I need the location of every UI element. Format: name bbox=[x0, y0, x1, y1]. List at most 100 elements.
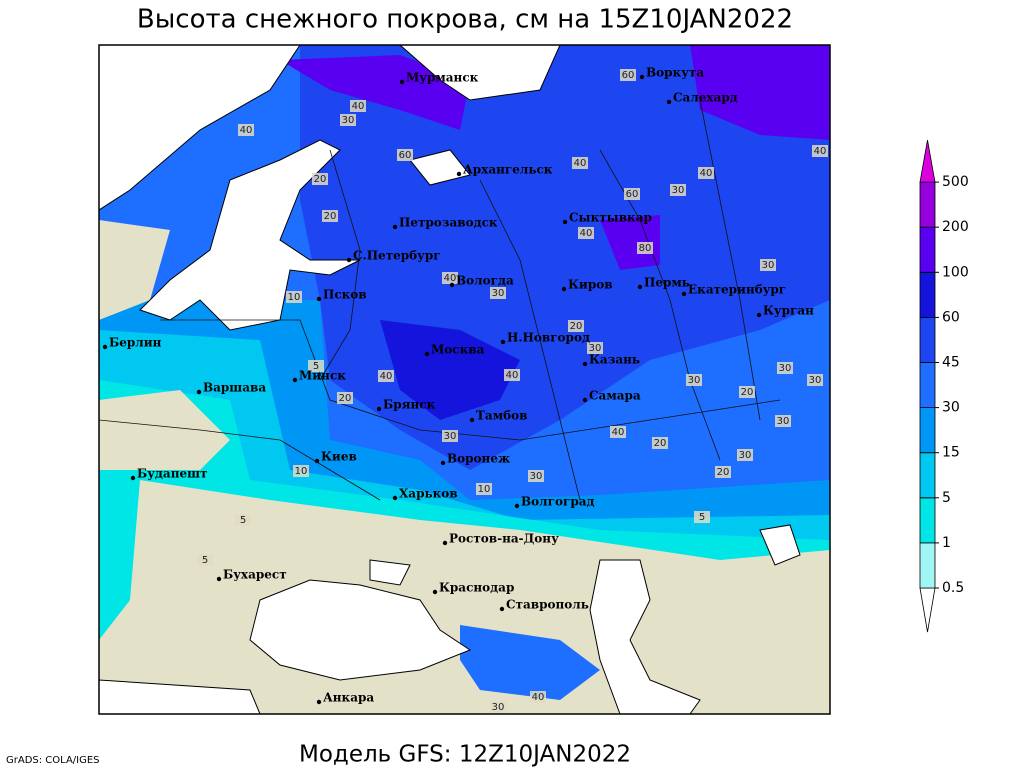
city-dot bbox=[637, 284, 643, 290]
contour-label-box bbox=[528, 470, 544, 482]
colorbar-segment bbox=[919, 587, 936, 633]
colorbar-label: 30 bbox=[942, 400, 960, 416]
snow-zone bbox=[600, 215, 660, 270]
city-label: Киев bbox=[321, 450, 357, 464]
city-dot bbox=[756, 312, 762, 318]
colorbar-segment bbox=[919, 140, 936, 183]
contour-label: 10 bbox=[478, 484, 491, 495]
border bbox=[99, 419, 381, 501]
colorbar-segment bbox=[919, 542, 936, 589]
sea bbox=[369, 559, 411, 586]
city-dot bbox=[432, 589, 438, 595]
colorbar-label: 45 bbox=[942, 355, 960, 371]
city-dot bbox=[499, 606, 505, 612]
city-dot bbox=[392, 224, 398, 230]
city-label: Псков bbox=[323, 288, 367, 302]
city-label: Н.Новгород bbox=[507, 331, 590, 345]
city-dot bbox=[440, 460, 446, 466]
contour-label-box bbox=[777, 362, 793, 374]
city-label: Пермь bbox=[644, 276, 690, 290]
city-dot bbox=[561, 286, 567, 292]
city-label: Петрозаводск bbox=[399, 216, 498, 230]
contour-label: 30 bbox=[779, 363, 792, 374]
contour-label: 40 bbox=[380, 371, 393, 382]
credit: GrADS: COLA/IGES bbox=[6, 755, 100, 766]
contour-label-box bbox=[197, 554, 213, 566]
city-dot bbox=[392, 495, 398, 501]
city-dot bbox=[316, 699, 322, 705]
contour-label: 40 bbox=[580, 228, 593, 239]
contour-label-box bbox=[578, 227, 594, 239]
sea bbox=[99, 679, 261, 714]
contour-label-box bbox=[587, 342, 603, 354]
city-dot bbox=[314, 458, 320, 464]
colorbar-segment bbox=[919, 497, 936, 544]
city-label: Екатеринбург bbox=[688, 283, 786, 297]
city-dot bbox=[582, 361, 588, 367]
city-label: Тамбов bbox=[476, 409, 527, 423]
city-dot bbox=[130, 475, 136, 481]
city-dot bbox=[399, 79, 405, 85]
city-label: Мурманск bbox=[406, 71, 479, 85]
city-label: Анкара bbox=[323, 691, 374, 705]
contour-label: 30 bbox=[739, 450, 752, 461]
city-dot bbox=[449, 282, 455, 288]
contour-label-box bbox=[637, 242, 653, 254]
city-dot bbox=[582, 397, 588, 403]
city-label: Будапешт bbox=[137, 467, 207, 481]
contour-label-box bbox=[610, 426, 626, 438]
border bbox=[479, 179, 581, 501]
contour-label-box bbox=[568, 320, 584, 332]
contour-label: 40 bbox=[506, 370, 519, 381]
contour-label-box bbox=[620, 69, 636, 81]
title: Высота снежного покрова, см на 15Z10JAN2… bbox=[137, 5, 793, 35]
city-label: Москва bbox=[431, 343, 485, 357]
contour-label-box bbox=[322, 210, 338, 222]
contour-label: 30 bbox=[777, 416, 790, 427]
contour-label-box bbox=[624, 188, 640, 200]
contour-label: 40 bbox=[612, 427, 625, 438]
city-label: Краснодар bbox=[439, 581, 514, 595]
contour-label: 20 bbox=[741, 387, 754, 398]
contour-label: 30 bbox=[492, 702, 505, 713]
contour-label: 5 bbox=[699, 512, 705, 523]
contour-label-box bbox=[378, 370, 394, 382]
contour-label-box bbox=[686, 374, 702, 386]
city-dot bbox=[376, 406, 382, 412]
contour-label-box bbox=[670, 184, 686, 196]
city-label: Самара bbox=[589, 389, 641, 403]
colorbar-label: 15 bbox=[942, 445, 960, 461]
city-dot bbox=[456, 171, 462, 177]
footer: Модель GFS: 12Z10JAN2022 bbox=[299, 742, 631, 768]
colorbar-label: 200 bbox=[942, 219, 969, 235]
contour-label: 40 bbox=[532, 692, 545, 703]
city-dot bbox=[639, 74, 645, 80]
contour-label-box bbox=[397, 149, 413, 161]
contour-label-box bbox=[308, 360, 324, 372]
bare-land bbox=[99, 390, 230, 470]
contour-label: 5 bbox=[240, 515, 246, 526]
city-label: С.Петербург bbox=[353, 249, 441, 263]
city-label: Бухарест bbox=[223, 568, 287, 582]
contour-label: 30 bbox=[809, 375, 822, 386]
contour-label: 40 bbox=[814, 146, 827, 157]
city-dot bbox=[102, 344, 108, 350]
contour-label-box bbox=[694, 511, 710, 523]
map-area: 60 40 40 30 60 40 40 40 20 20 60 30 40 80 30 10 40 30 20 30… bbox=[99, 45, 830, 714]
contour-label-box bbox=[737, 449, 753, 461]
colorbar-label: 500 bbox=[942, 174, 969, 190]
contour-label-box bbox=[442, 272, 458, 284]
city-label: Архангельск bbox=[463, 163, 553, 177]
city-dot bbox=[469, 417, 475, 423]
map-frame bbox=[98, 44, 831, 715]
contour-label-box bbox=[235, 514, 251, 526]
city-dot bbox=[500, 339, 506, 345]
contour-label: 20 bbox=[339, 393, 352, 404]
contour-label: 10 bbox=[295, 466, 308, 477]
sea bbox=[99, 45, 301, 211]
sea bbox=[759, 524, 801, 566]
contour-label-box bbox=[739, 386, 755, 398]
city-label: Варшава bbox=[203, 381, 266, 395]
contour-label: 30 bbox=[688, 375, 701, 386]
